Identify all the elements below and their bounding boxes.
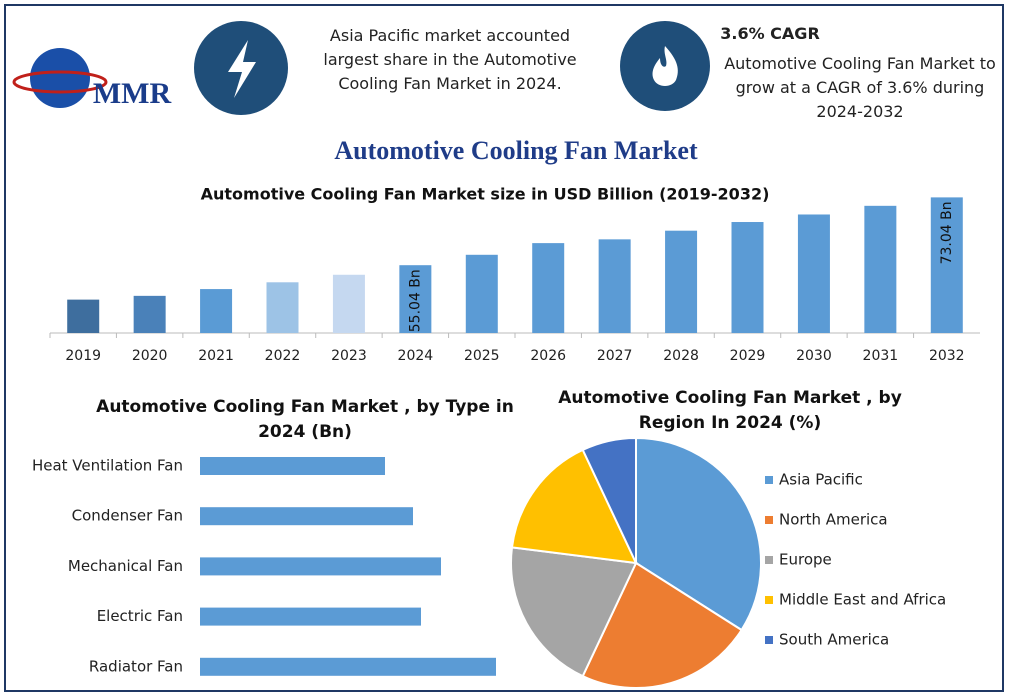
bar <box>266 282 299 333</box>
logo-globe <box>30 48 90 108</box>
legend-label: South America <box>779 631 889 649</box>
x-tick-label: 2023 <box>331 348 367 364</box>
x-tick-label: 2030 <box>796 348 832 364</box>
pie-slice <box>581 436 637 564</box>
y-tick-label: Radiator Fan <box>89 657 183 675</box>
legend-marker <box>765 556 773 564</box>
legend-label: North America <box>779 511 888 529</box>
x-tick-label: 2021 <box>198 348 234 364</box>
x-tick-label: 2022 <box>265 348 301 364</box>
logo-text: MMR <box>93 77 172 110</box>
bar <box>200 457 385 475</box>
frame <box>4 4 1004 692</box>
bar <box>930 197 963 333</box>
bar <box>200 289 233 333</box>
pie-slice <box>581 561 743 689</box>
bar <box>465 254 498 333</box>
bar <box>731 222 764 333</box>
x-tick-label: 2031 <box>863 348 899 364</box>
legend-marker <box>765 516 773 524</box>
x-tick-label: 2028 <box>663 348 699 364</box>
x-tick-label: 2025 <box>464 348 500 364</box>
bar <box>67 299 100 333</box>
y-tick-label: Electric Fan <box>97 607 183 625</box>
bar <box>532 243 565 333</box>
bar <box>598 239 631 333</box>
bar <box>797 214 830 333</box>
x-tick-label: 2020 <box>132 348 168 364</box>
fact-text: Automotive Cooling Fan Market to grow at… <box>724 54 996 121</box>
pie-slice <box>510 546 638 678</box>
y-tick-label: Condenser Fan <box>72 507 183 525</box>
logo-orbit <box>12 70 108 94</box>
legend-marker <box>765 636 773 644</box>
icon-circle <box>620 21 710 111</box>
bar <box>200 557 441 576</box>
x-tick-label: 2027 <box>597 348 633 364</box>
flame-icon <box>652 46 678 86</box>
x-tick-label: 2029 <box>730 348 766 364</box>
y-tick-label: Mechanical Fan <box>68 557 183 575</box>
bar <box>200 607 421 626</box>
fact-text: Asia Pacific market accounted largest sh… <box>323 26 577 93</box>
cagr-title: 3.6% CAGR <box>720 24 820 43</box>
legend-label: Europe <box>779 551 832 569</box>
data-label: 55.04 Bn <box>407 269 423 332</box>
bolt-icon <box>228 40 256 98</box>
data-label: 73.04 Bn <box>939 201 955 264</box>
bar <box>665 230 698 333</box>
bar <box>200 657 496 676</box>
legend-marker <box>765 596 773 604</box>
bar <box>399 265 432 333</box>
chart-title: Automotive Cooling Fan Market size in US… <box>201 185 770 204</box>
bar <box>133 295 166 333</box>
main-title: Automotive Cooling Fan Market <box>334 136 698 165</box>
legend-label: Asia Pacific <box>779 471 863 489</box>
x-tick-label: 2032 <box>929 348 965 364</box>
x-tick-label: 2019 <box>65 348 101 364</box>
bar <box>200 507 413 526</box>
y-tick-label: Heat Ventilation Fan <box>32 457 183 475</box>
legend-marker <box>765 476 773 484</box>
bar <box>864 205 897 333</box>
x-tick-label: 2024 <box>398 348 434 364</box>
chart-title: Automotive Cooling Fan Market , by Type … <box>96 397 514 442</box>
bar <box>332 274 365 333</box>
legend-label: Middle East and Africa <box>779 591 946 609</box>
chart-title: Automotive Cooling Fan Market , by Regio… <box>558 388 902 433</box>
x-tick-label: 2026 <box>530 348 566 364</box>
pie-slice <box>510 448 638 565</box>
